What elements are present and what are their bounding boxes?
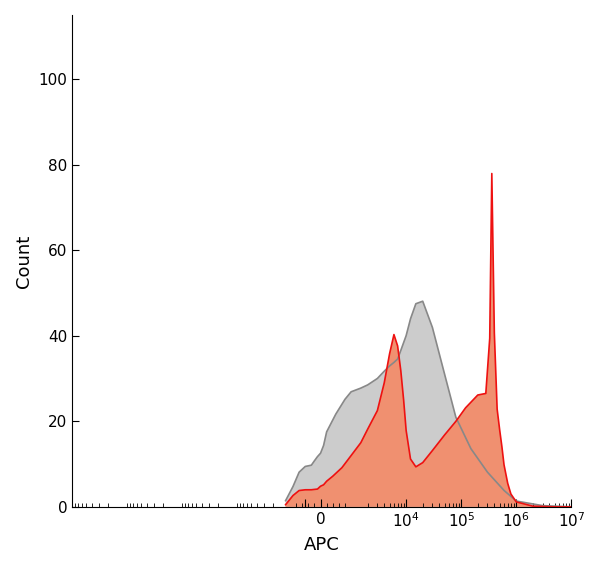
X-axis label: APC: APC (304, 536, 340, 554)
Y-axis label: Count: Count (15, 234, 33, 287)
